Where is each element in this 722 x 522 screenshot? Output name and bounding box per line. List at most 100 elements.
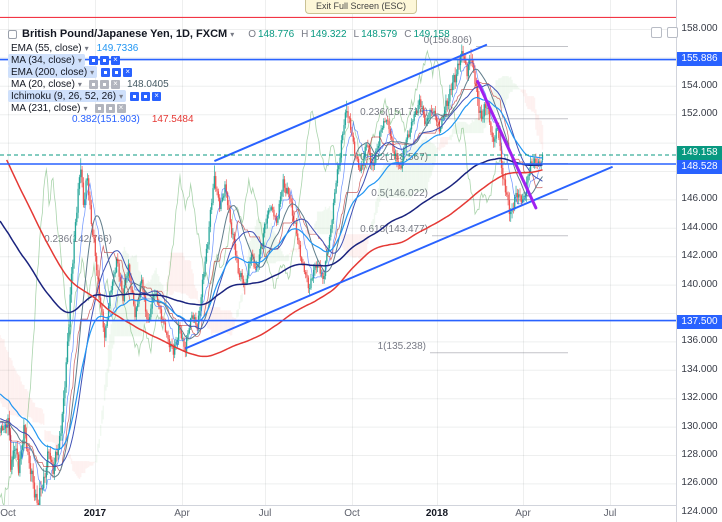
chevron-down-icon[interactable] (85, 44, 89, 53)
price-tick-label: 124.000 (681, 505, 718, 517)
indicator-chip[interactable]: EMA (200, close) (8, 66, 98, 78)
fib-value-label: 0.382(151.903) (72, 114, 140, 125)
visibility-icon[interactable] (130, 91, 140, 101)
remove-icon[interactable] (110, 79, 120, 89)
visibility-icon[interactable] (88, 55, 98, 65)
settings-icon[interactable] (112, 67, 122, 77)
ohlc-value: 148.579 (361, 28, 398, 40)
legend-row[interactable]: MA (34, close) (8, 54, 169, 66)
time-tick-label: 2018 (425, 508, 449, 519)
legend-row[interactable]: EMA (200, close) (8, 66, 169, 78)
chart-properties-icon[interactable] (667, 27, 678, 38)
price-tick-label: 126.000 (681, 477, 718, 489)
visibility-icon[interactable] (88, 79, 98, 89)
indicator-actions (101, 67, 134, 77)
ohlc-value: 149.158 (413, 28, 450, 40)
chevron-down-icon[interactable] (78, 56, 82, 65)
chevron-down-icon[interactable] (90, 68, 94, 77)
price-axis[interactable]: 158.000156.000154.000152.000150.000148.0… (676, 0, 722, 522)
indicator-value: 148.0405 (126, 78, 169, 90)
settings-icon[interactable] (99, 55, 109, 65)
indicator-label[interactable]: EMA (55, close) (11, 42, 82, 54)
time-tick-label: Oct (344, 508, 360, 519)
legend-row[interactable]: Ichimoku (9, 26, 52, 26) (8, 90, 169, 102)
indicator-actions (130, 91, 163, 101)
ma231-value: 147.5484 (151, 114, 194, 125)
legend-row[interactable]: EMA (55, close) 149.7336 (8, 42, 169, 54)
snapshot-icon[interactable] (651, 27, 662, 38)
indicator-actions (88, 55, 122, 65)
time-tick-label: Apr (174, 508, 190, 519)
indicator-label[interactable]: EMA (200, close) (11, 66, 88, 78)
visibility-icon[interactable] (94, 103, 104, 113)
indicator-label[interactable]: MA (34, close) (11, 54, 75, 66)
price-tick-label: 154.000 (681, 79, 718, 91)
legend-row[interactable]: MA (20, close) 148.0405 (8, 78, 169, 90)
price-tick-label: 158.000 (681, 23, 718, 34)
price-tick-label: 140.000 (681, 278, 718, 290)
settings-icon[interactable] (105, 103, 115, 113)
price-tick-label: 130.000 (681, 420, 718, 432)
legend-row[interactable]: MA (231, close) (8, 102, 169, 114)
time-tick-label: Apr (515, 508, 531, 519)
price-tick-label: 132.000 (681, 392, 718, 404)
ohlc-values: O 148.776 H 149.322 L 148.579 C 149.158 (248, 29, 456, 40)
indicator-label[interactable]: Ichimoku (9, 26, 52, 26) (11, 90, 117, 102)
indicator-label[interactable]: MA (20, close) (11, 78, 75, 90)
price-tick-label: 144.000 (681, 221, 718, 233)
price-badge: 155.886 (677, 52, 722, 67)
ohlc-pair: O 148.776 (248, 29, 294, 40)
price-tick-label: 128.000 (681, 449, 718, 460)
indicator-label[interactable]: MA (231, close) (11, 102, 81, 114)
symbol-icon (8, 29, 17, 39)
visibility-icon[interactable] (101, 67, 111, 77)
price-tick-label: 142.000 (681, 250, 718, 262)
ohlc-value: 149.322 (310, 28, 347, 40)
ohlc-label: C (404, 28, 412, 40)
indicator-chip[interactable]: Ichimoku (9, 26, 52, 26) (8, 90, 127, 102)
price-tick-label: 152.000 (681, 108, 718, 120)
chevron-down-icon[interactable] (78, 80, 82, 89)
price-badge: 137.500 (677, 315, 722, 330)
price-tick-label: 134.000 (681, 363, 718, 375)
remove-icon[interactable] (110, 55, 120, 65)
settings-icon[interactable] (99, 79, 109, 89)
indicator-chip[interactable]: MA (20, close) (8, 78, 85, 90)
ohlc-label: L (353, 28, 360, 40)
indicator-extra-values: 0.382(151.903) 147.5484 (72, 114, 206, 125)
ohlc-label: H (301, 28, 309, 40)
price-tick-label: 136.000 (681, 335, 718, 347)
chart-header: British Pound/Japanese Yen, 1D, FXCM O14… (8, 27, 457, 41)
indicator-actions (94, 103, 128, 113)
indicator-chip[interactable]: MA (231, close) (8, 102, 91, 114)
remove-icon[interactable] (152, 91, 162, 101)
chevron-down-icon[interactable] (119, 92, 123, 101)
indicator-actions (88, 79, 122, 89)
indicator-chip[interactable]: EMA (55, close) (8, 42, 92, 54)
indicator-chip[interactable]: MA (34, close) (8, 54, 85, 66)
ohlc-value: 148.776 (257, 28, 295, 40)
indicator-value: 149.7336 (96, 42, 139, 54)
time-tick-label: 2017 (83, 508, 107, 519)
settings-icon[interactable] (141, 91, 151, 101)
remove-icon[interactable] (116, 103, 126, 113)
price-tick-label: 146.000 (681, 193, 718, 205)
time-tick-label: Jul (603, 508, 617, 519)
chevron-down-icon[interactable] (230, 30, 234, 39)
symbol-title[interactable]: British Pound/Japanese Yen, 1D, FXCM (22, 28, 228, 40)
remove-icon[interactable] (123, 67, 133, 77)
ohlc-pair: H 149.322 (301, 29, 346, 40)
time-axis[interactable]: Oct 2017 Apr Jul Oct 2018 Apr Jul (0, 505, 676, 522)
time-tick-label: Jul (258, 508, 272, 519)
ohlc-pair: L 148.579 (354, 29, 398, 40)
ohlc-label: O (248, 28, 256, 40)
ohlc-pair: C 149.158 (404, 29, 449, 40)
price-badge: 149.158 (677, 145, 722, 160)
indicator-legend: EMA (55, close) 149.7336 MA (34, close) (8, 42, 169, 114)
time-tick-label: Oct (0, 508, 16, 519)
price-badge: 148.528 (677, 159, 722, 174)
exit-fullscreen-tooltip: Exit Full Screen (ESC) (304, 0, 418, 14)
chart-top-right-icons (646, 27, 678, 38)
chevron-down-icon[interactable] (83, 104, 87, 113)
